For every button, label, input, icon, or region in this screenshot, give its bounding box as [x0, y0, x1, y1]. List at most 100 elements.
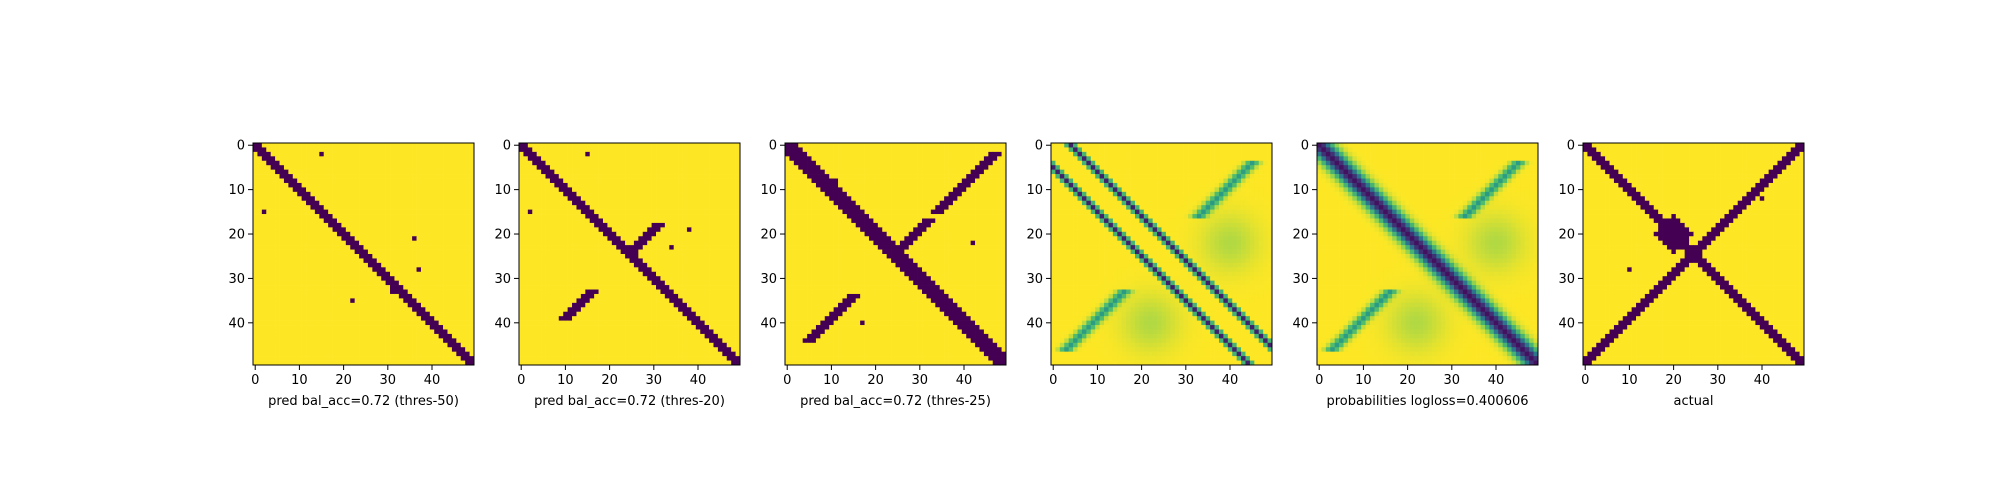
- heatmap-cell: [656, 187, 661, 193]
- heatmap-cell: [359, 227, 364, 233]
- heatmap-cell: [372, 342, 378, 348]
- heatmap-cell: [336, 280, 342, 286]
- heatmap-cell: [376, 169, 382, 175]
- heatmap-cell: [669, 214, 675, 219]
- heatmap-cell: [563, 298, 568, 304]
- heatmap-cell: [558, 262, 564, 268]
- heatmap-cell: [660, 356, 666, 361]
- heatmap-cell: [722, 156, 728, 162]
- heatmap-cell: [541, 143, 546, 148]
- heatmap-cell: [651, 285, 657, 290]
- heatmap-cell: [611, 160, 617, 166]
- heatmap-cell: [629, 289, 635, 295]
- heatmap-cell: [589, 165, 595, 170]
- heatmap-cell: [403, 240, 409, 246]
- heatmap-cell: [686, 316, 692, 321]
- heatmap-cell: [722, 267, 728, 273]
- heatmap-cell: [629, 174, 635, 179]
- heatmap-cell: [332, 351, 338, 357]
- heatmap-cell: [270, 151, 276, 157]
- heatmap-cell: [381, 311, 386, 317]
- heatmap-cell: [438, 200, 444, 206]
- heatmap-cell: [266, 351, 272, 357]
- heatmap-cell: [629, 222, 635, 228]
- heatmap-cell: [275, 151, 280, 157]
- heatmap-cell: [434, 182, 439, 188]
- heatmap-cell: [545, 298, 551, 304]
- heatmap-cell: [297, 222, 302, 228]
- heatmap-cell: [717, 240, 723, 246]
- heatmap-cell: [332, 200, 338, 206]
- heatmap-cell: [275, 289, 280, 295]
- heatmap-cell: [558, 316, 564, 321]
- heatmap-cell: [363, 311, 369, 317]
- heatmap-cell: [541, 200, 546, 206]
- heatmap-cell: [456, 156, 462, 162]
- heatmap-cell: [731, 196, 736, 202]
- heatmap-cell: [434, 209, 439, 215]
- heatmap-cell: [465, 240, 470, 246]
- heatmap-cell: [713, 338, 719, 344]
- heatmap-cell: [367, 214, 373, 219]
- heatmap-cell: [651, 258, 657, 264]
- heatmap-cell: [567, 147, 573, 153]
- heatmap-cell: [625, 156, 630, 162]
- heatmap-cell: [620, 165, 626, 170]
- heatmap-cell: [336, 147, 342, 153]
- heatmap-cell: [451, 151, 457, 157]
- heatmap-cell: [519, 271, 524, 277]
- heatmap-cell: [465, 347, 470, 353]
- heatmap-cell: [283, 205, 289, 210]
- heatmap-cell: [385, 293, 391, 299]
- heatmap-cell: [279, 280, 285, 286]
- heatmap-cell: [465, 143, 470, 148]
- heatmap-cell: [726, 245, 732, 250]
- heatmap-cell: [438, 320, 444, 326]
- heatmap-cell: [279, 262, 285, 268]
- heatmap-cell: [253, 249, 258, 255]
- heatmap-cell: [381, 200, 386, 206]
- heatmap-cell: [460, 209, 466, 215]
- heatmap-cell: [332, 347, 338, 353]
- heatmap-cell: [700, 200, 705, 206]
- heatmap-cell: [332, 143, 338, 148]
- heatmap-cell: [519, 196, 524, 202]
- heatmap-cell: [722, 271, 728, 277]
- heatmap-cell: [398, 240, 404, 246]
- heatmap-cell: [576, 174, 582, 179]
- heatmap-cell: [416, 160, 422, 166]
- heatmap-cell: [700, 338, 705, 344]
- heatmap-cell: [695, 191, 701, 197]
- heatmap-cell: [354, 356, 360, 361]
- heatmap-cell: [580, 205, 586, 210]
- heatmap-cell: [390, 298, 395, 304]
- heatmap-cell: [545, 169, 551, 175]
- heatmap-cell: [726, 165, 732, 170]
- heatmap-cell: [456, 280, 462, 286]
- heatmap-cell: [633, 342, 639, 348]
- heatmap-cell: [306, 227, 311, 233]
- heatmap-cell: [279, 200, 285, 206]
- heatmap-cell: [558, 347, 564, 353]
- heatmap-cell: [611, 249, 617, 255]
- heatmap-cell: [465, 351, 470, 357]
- heatmap-cell: [580, 347, 586, 353]
- heatmap-cell: [319, 342, 325, 348]
- heatmap-cell: [328, 347, 333, 353]
- heatmap-cell: [638, 298, 644, 304]
- heatmap-cell: [425, 240, 431, 246]
- heatmap-cell: [438, 276, 444, 281]
- heatmap-cell: [629, 196, 635, 202]
- heatmap-cell: [297, 342, 302, 348]
- heatmap-cell: [541, 298, 546, 304]
- y-tick-label: 10: [228, 183, 245, 198]
- heatmap-cell: [638, 218, 644, 224]
- heatmap-cell: [416, 165, 422, 170]
- heatmap-cell: [354, 156, 360, 162]
- heatmap-cell: [523, 360, 529, 366]
- heatmap-cell: [465, 271, 470, 277]
- heatmap-cell: [678, 240, 683, 246]
- heatmap-cell: [598, 276, 604, 281]
- heatmap-cell: [381, 254, 386, 259]
- heatmap-cell: [270, 347, 276, 353]
